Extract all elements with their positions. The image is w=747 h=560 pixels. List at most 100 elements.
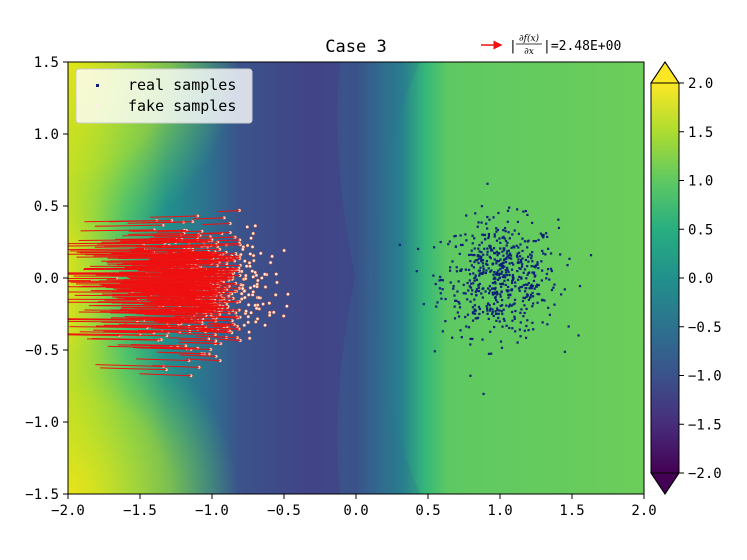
- real-sample-point: [507, 293, 510, 296]
- gradient-arrow: [80, 251, 154, 254]
- real-sample-point: [494, 252, 497, 255]
- colorbar-tick-label: 0.5: [688, 222, 713, 238]
- fake-sample-point: [252, 284, 257, 288]
- real-sample-point: [500, 282, 503, 286]
- real-sample-point: [502, 308, 505, 311]
- real-sample-point: [519, 335, 522, 338]
- gradient-arrow: [216, 327, 240, 330]
- real-sample-point: [477, 284, 480, 287]
- real-sample-point: [464, 233, 467, 236]
- real-sample-point: [481, 338, 484, 341]
- gradient-arrow: [115, 238, 176, 240]
- legend-marker-real: [96, 84, 99, 87]
- x-tick-label: −2.0: [51, 503, 85, 519]
- annotation-numerator: ∂f(x): [519, 33, 540, 44]
- real-sample-point: [482, 392, 485, 396]
- real-sample-point: [477, 305, 481, 309]
- fake-sample-point: [245, 243, 250, 248]
- gradient-arrow: [161, 244, 205, 247]
- real-sample-point: [475, 288, 479, 291]
- real-sample-point: [481, 311, 485, 314]
- real-sample-point: [536, 263, 539, 266]
- real-sample-point: [459, 243, 463, 247]
- real-sample-point: [520, 260, 523, 264]
- gradient-arrow: [213, 324, 238, 327]
- real-sample-point: [516, 341, 519, 344]
- real-sample-point: [447, 243, 450, 246]
- real-sample-point: [470, 292, 473, 296]
- fake-sample-point: [249, 310, 253, 315]
- real-sample-point: [521, 257, 524, 260]
- real-sample-point: [477, 261, 480, 265]
- gradient-arrow: [216, 242, 240, 245]
- real-sample-point: [494, 277, 497, 280]
- real-sample-point: [525, 295, 528, 298]
- real-sample-point: [489, 246, 492, 249]
- real-sample-point: [516, 252, 519, 255]
- real-sample-point: [483, 238, 487, 241]
- real-sample-point: [541, 233, 544, 237]
- gradient-arrow: [167, 310, 209, 312]
- real-sample-point: [526, 246, 529, 249]
- real-sample-point: [526, 273, 529, 276]
- real-sample-point: [440, 297, 443, 300]
- real-sample-point: [514, 281, 517, 284]
- real-sample-point: [541, 321, 544, 324]
- real-sample-point: [478, 274, 481, 277]
- real-sample-point: [492, 314, 495, 318]
- real-sample-point: [511, 278, 515, 281]
- real-sample-point: [498, 264, 502, 267]
- real-sample-point: [432, 246, 436, 249]
- real-sample-point: [489, 330, 492, 333]
- real-sample-point: [473, 312, 477, 315]
- gradient-arrow: [150, 215, 198, 218]
- real-sample-point: [534, 239, 537, 243]
- real-sample-point: [529, 285, 532, 288]
- real-sample-point: [531, 291, 534, 295]
- gradient-arrow: [131, 250, 186, 252]
- colorbar: 2.0 1.5 1.0 0.5 0.0 −0.5 −1.0 −1.5 −2.0: [650, 61, 722, 495]
- real-sample-point: [504, 230, 507, 233]
- gradient-arrow: [139, 373, 192, 377]
- legend-box: [75, 68, 253, 124]
- real-sample-point: [523, 296, 526, 300]
- fake-sample-point: [253, 270, 258, 275]
- real-sample-point: [568, 257, 571, 260]
- real-sample-point: [464, 292, 467, 295]
- real-sample-point: [488, 255, 491, 258]
- gradient-arrow: [101, 241, 168, 243]
- real-sample-point: [553, 283, 556, 286]
- real-sample-point: [462, 292, 465, 295]
- fake-sample-point: [260, 276, 264, 280]
- real-sample-point: [471, 337, 474, 341]
- real-sample-point: [539, 232, 542, 235]
- colorbar-tick-label: 2.0: [688, 76, 713, 92]
- real-sample-point: [528, 287, 531, 290]
- real-sample-point: [529, 293, 533, 296]
- real-sample-point: [483, 233, 487, 237]
- real-sample-point: [505, 273, 509, 277]
- real-sample-point: [501, 298, 504, 302]
- fake-sample-point: [248, 264, 252, 269]
- real-sample-point: [491, 310, 494, 314]
- real-sample-point: [500, 265, 503, 268]
- real-sample-point: [485, 305, 488, 308]
- fake-sample-point: [253, 320, 258, 324]
- gradient-arrow: [167, 337, 209, 340]
- y-tick-label: 0.0: [34, 271, 59, 287]
- gradient-arrow: [206, 309, 233, 311]
- real-sample-point: [508, 326, 511, 330]
- real-sample-point: [448, 269, 452, 272]
- real-sample-point: [486, 215, 489, 219]
- real-sample-point: [537, 267, 540, 270]
- real-sample-point: [501, 275, 504, 279]
- real-sample-point: [503, 249, 506, 252]
- gradient-arrow: [108, 220, 172, 223]
- gradient-arrow: [100, 334, 167, 337]
- fake-sample-point: [246, 314, 251, 319]
- real-sample-point: [498, 309, 501, 312]
- fake-sample-point: [254, 306, 259, 311]
- colorbar-ticks: 2.0 1.5 1.0 0.5 0.0 −0.5 −1.0 −1.5 −2.0: [679, 76, 722, 482]
- real-sample-point: [522, 315, 525, 318]
- real-sample-point: [495, 227, 498, 230]
